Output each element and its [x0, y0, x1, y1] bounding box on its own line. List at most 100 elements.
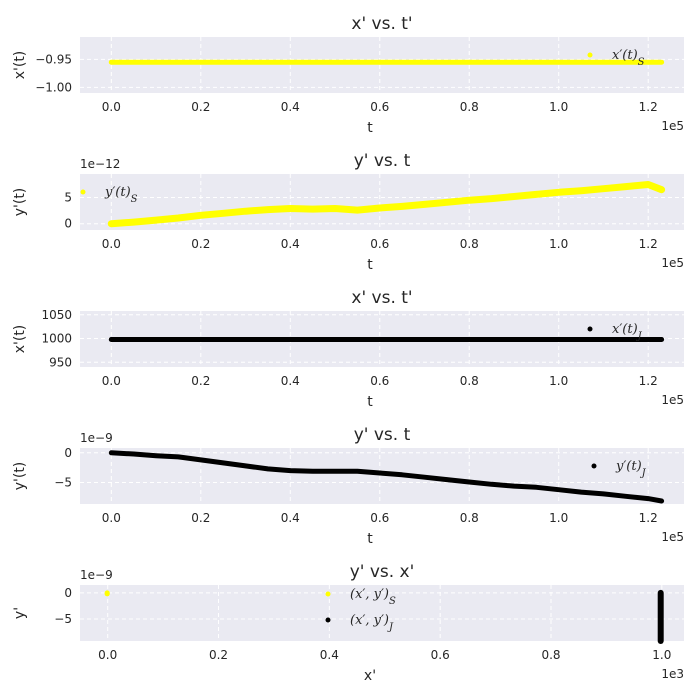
x-tick-label: 0.0	[102, 511, 121, 525]
data-point	[659, 337, 664, 342]
data-point	[198, 337, 203, 342]
y-tick-label: 0	[64, 446, 72, 460]
data-point	[658, 590, 663, 596]
data-point	[355, 207, 360, 213]
x-tick-label: 1.0	[652, 648, 671, 662]
x-tick-label: 0.8	[541, 648, 560, 662]
series-p5-1	[657, 589, 664, 644]
x-axis-label: t	[367, 394, 373, 410]
data-point	[265, 466, 271, 472]
data-point	[601, 186, 606, 191]
y-axis-label: y'	[12, 607, 28, 619]
data-point	[153, 453, 159, 458]
data-point	[646, 496, 651, 501]
data-point	[658, 600, 663, 605]
x-tick-label: 0.4	[320, 648, 339, 662]
series-p3-0	[108, 337, 665, 342]
data-point	[109, 450, 114, 455]
plot-area	[80, 37, 684, 93]
y-tick-label: −1.00	[35, 80, 72, 94]
data-point	[658, 633, 663, 638]
data-point	[578, 489, 584, 495]
x-tick-label: 1.2	[639, 237, 658, 251]
data-point	[288, 337, 293, 342]
x-tick-label: 0.6	[370, 100, 389, 114]
data-point	[601, 491, 606, 497]
legend-label: (x′, y′)S	[350, 587, 396, 607]
data-point	[534, 485, 539, 490]
series-p2-0	[107, 181, 666, 228]
x-offset-label: 1e5	[661, 530, 684, 544]
y-tick-label: −5	[54, 612, 72, 626]
data-point	[467, 60, 472, 65]
chart-title: x' vs. t'	[351, 288, 412, 308]
data-point	[646, 60, 651, 65]
x-tick-label: 0.2	[191, 237, 210, 251]
x-tick-label: 0.4	[281, 511, 300, 525]
x-tick-label: 1.2	[639, 511, 658, 525]
x-tick-label: 0.8	[460, 511, 479, 525]
data-point	[198, 457, 203, 463]
data-point	[332, 206, 338, 211]
data-point	[659, 187, 664, 192]
x-tick-label: 0.6	[431, 648, 450, 662]
y-axis-label: y'(t)	[12, 462, 28, 491]
data-point	[658, 628, 663, 633]
legend-label: x′(t)S	[612, 48, 645, 68]
legend-label: y′(t)S	[104, 185, 138, 205]
data-point	[176, 454, 181, 460]
data-point	[556, 337, 561, 342]
legend: y′(t)S	[80, 185, 138, 205]
data-point	[623, 184, 628, 189]
y-tick-label: 5	[64, 191, 72, 205]
legend-marker	[591, 463, 597, 469]
data-point	[658, 614, 663, 619]
y-axis-label: y'(t)	[12, 188, 28, 217]
x-tick-label: 0.0	[102, 237, 121, 251]
x-tick-label: 1.0	[549, 237, 568, 251]
data-point	[377, 60, 382, 65]
data-point	[153, 217, 159, 223]
data-point	[422, 475, 427, 480]
x-tick-label: 0.2	[209, 648, 228, 662]
data-point	[646, 337, 651, 342]
data-point	[265, 207, 271, 212]
legend-marker	[587, 52, 593, 58]
chart-p2: 0.0 0.2 0.4 0.6 0.8 1.0 1.2 5 0 y' vs. t t y'(t) 1e5…	[12, 151, 684, 273]
data-point	[109, 221, 114, 226]
data-point	[511, 483, 517, 489]
x-axis-label: x'	[364, 668, 376, 684]
data-point	[399, 472, 405, 477]
data-point	[288, 60, 293, 65]
chart-p1: 0.0 0.2 0.4 0.6 0.8 1.0 1.2 −0.95 −1.00 x' vs. t'…	[12, 14, 684, 136]
data-point	[104, 591, 110, 597]
data-point	[221, 211, 226, 216]
y-tick-label: 1000	[41, 332, 72, 346]
x-tick-label: 0.2	[191, 374, 210, 388]
data-point	[659, 60, 664, 65]
series-p1-0	[108, 59, 665, 65]
x-tick-label: 1.0	[549, 100, 568, 114]
data-point	[623, 494, 628, 499]
data-point	[310, 206, 315, 212]
data-point	[243, 209, 248, 214]
data-point	[310, 469, 315, 474]
x-tick-label: 1.0	[549, 374, 568, 388]
data-point	[422, 202, 427, 207]
x-axis-label: t	[367, 120, 373, 136]
legend: x′(t)J	[587, 322, 643, 342]
data-point	[332, 469, 338, 474]
data-point	[556, 487, 561, 492]
chart-title: x' vs. t'	[351, 14, 412, 34]
x-tick-label: 0.8	[460, 237, 479, 251]
chart-p4: 0.0 0.2 0.4 0.6 0.8 1.0 1.2 0 −5 y' vs. t t y'(t) 1e…	[12, 425, 684, 547]
y-axis-label: x'(t)	[12, 325, 28, 354]
data-point	[489, 482, 494, 487]
data-point	[444, 200, 450, 205]
data-point	[511, 194, 517, 199]
chart-p3: 0.0 0.2 0.4 0.6 0.8 1.0 1.2 1050 1000 950 x' vs. t…	[12, 288, 684, 410]
data-point	[399, 204, 405, 209]
x-tick-label: 1.2	[639, 374, 658, 388]
data-point	[176, 215, 181, 221]
data-point	[658, 604, 663, 610]
